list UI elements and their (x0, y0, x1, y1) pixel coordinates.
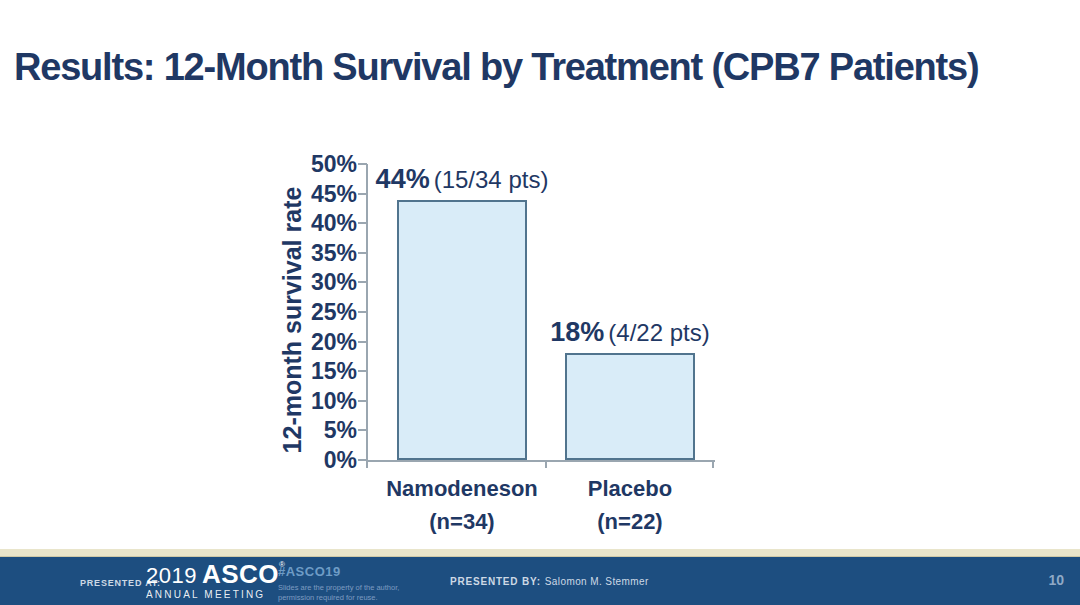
disclaimer-line-1: Slides are the property of the author, (278, 583, 399, 593)
y-tick-label: 5% (267, 417, 357, 443)
x-axis-line (366, 460, 715, 462)
y-tick-label: 35% (267, 240, 357, 266)
y-tick-label: 15% (267, 358, 357, 384)
category-sample-size: (n=22) (510, 506, 750, 537)
y-tick-label: 25% (267, 299, 357, 325)
bar-value-percent: 18% (550, 317, 604, 347)
hashtag: #ASCO19 (278, 564, 399, 579)
category-label-placebo: Placebo(n=22) (510, 473, 750, 537)
bar-placebo (565, 353, 695, 460)
bar-value-label-namodeneson: 44%(15/34 pts) (322, 163, 602, 199)
presenter-name: Salomon M. Stemmer (545, 576, 649, 587)
footer-accent-band (0, 549, 1080, 557)
y-tick-label: 30% (267, 269, 357, 295)
bar-value-detail: (15/34 pts) (434, 166, 549, 193)
asco-logo-subtitle: ANNUAL MEETING (146, 590, 285, 600)
y-tick-label: 0% (267, 447, 357, 473)
asco-logo-org: ASCO (202, 559, 279, 589)
survival-rate-bar-chart: 12-month survival rate 0%5%10%15%20%25%3… (0, 0, 1080, 605)
x-tick-mark (545, 460, 547, 468)
page-number: 10 (1048, 572, 1064, 588)
presented-by: PRESENTED BY: Salomon M. Stemmer (450, 576, 649, 587)
bar-value-percent: 44% (376, 164, 430, 194)
y-tick-label: 40% (267, 210, 357, 236)
x-tick-mark (712, 460, 714, 468)
x-tick-mark (366, 460, 368, 468)
bar-value-detail: (4/22 pts) (608, 319, 709, 346)
presented-by-label: PRESENTED BY: (450, 576, 541, 587)
category-name: Placebo (510, 473, 750, 504)
asco-logo-top: 2019ASCO® (146, 561, 285, 587)
disclaimer-line-2: permission required for reuse. (278, 593, 399, 603)
footer-bar: PRESENTED AT: 2019ASCO® ANNUAL MEETING #… (0, 557, 1080, 605)
slide-canvas: Results: 12-Month Survival by Treatment … (0, 0, 1080, 605)
bar-value-label-placebo: 18%(4/22 pts) (490, 316, 770, 352)
y-tick-label: 10% (267, 388, 357, 414)
hashtag-block: #ASCO19 Slides are the property of the a… (278, 564, 399, 602)
y-axis-line (366, 164, 368, 462)
asco-logo-year: 2019 (146, 563, 197, 588)
asco-logo: 2019ASCO® ANNUAL MEETING (146, 561, 285, 600)
y-tick-label: 20% (267, 329, 357, 355)
